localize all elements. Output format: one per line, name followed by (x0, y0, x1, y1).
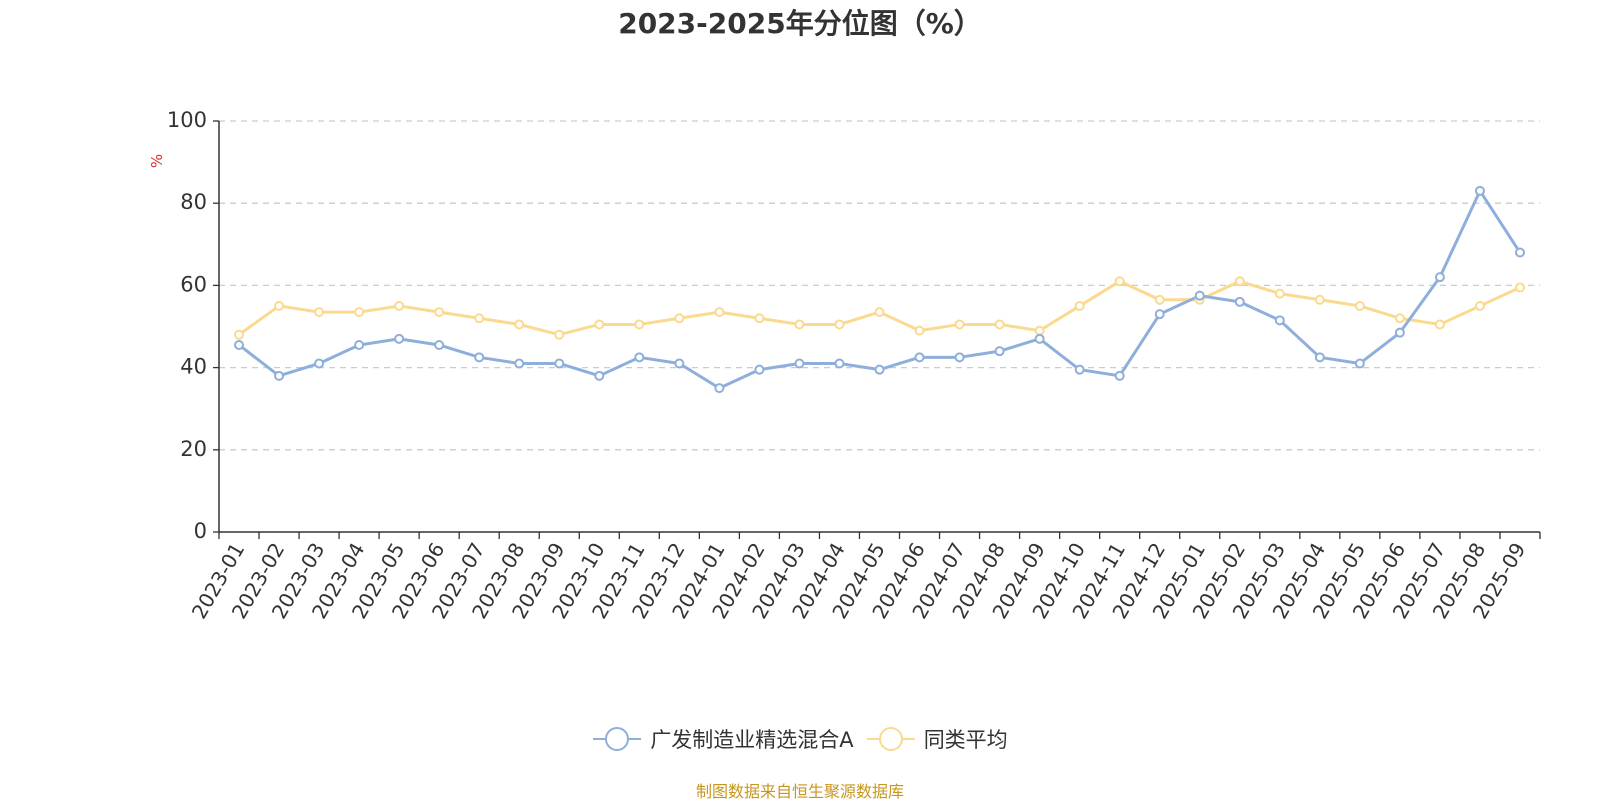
data-point-series-2 (1394, 313, 1405, 324)
data-point-series-2 (1474, 300, 1485, 311)
data-point-series-2 (834, 319, 845, 330)
data-point-series-1 (594, 370, 605, 381)
y-tick-label: 80 (180, 190, 207, 214)
y-tick-label: 0 (194, 519, 207, 543)
data-point-series-1 (954, 352, 965, 363)
y-tick-label: 40 (180, 355, 207, 379)
data-point-series-1 (474, 352, 485, 363)
data-point-series-1 (634, 352, 645, 363)
data-point-series-1 (1034, 333, 1045, 344)
data-point-series-2 (274, 300, 285, 311)
data-point-series-1 (274, 370, 285, 381)
legend-marker-icon (866, 727, 915, 751)
data-point-series-2 (354, 307, 365, 318)
data-point-series-2 (1074, 300, 1085, 311)
data-point-series-1 (1394, 327, 1405, 338)
data-point-series-2 (1234, 276, 1245, 287)
data-point-series-2 (1354, 300, 1365, 311)
y-tick-label: 60 (180, 272, 207, 296)
y-axis-label: % (148, 154, 166, 168)
data-point-series-1 (314, 358, 325, 369)
data-point-series-2 (474, 313, 485, 324)
data-point-series-1 (1474, 185, 1485, 196)
data-point-series-1 (754, 364, 765, 375)
data-point-series-2 (514, 319, 525, 330)
data-point-series-1 (1234, 296, 1245, 307)
data-point-series-2 (754, 313, 765, 324)
data-point-series-1 (1434, 272, 1445, 283)
data-point-series-2 (1434, 319, 1445, 330)
legend-circle (605, 727, 630, 751)
data-point-series-1 (1514, 247, 1525, 258)
data-point-series-2 (954, 319, 965, 330)
data-point-series-2 (1274, 288, 1285, 299)
data-point-series-1 (514, 358, 525, 369)
legend-label: 同类平均 (923, 728, 1008, 752)
data-point-series-2 (434, 307, 445, 318)
y-tick-label: 20 (180, 437, 207, 461)
data-point-series-2 (394, 300, 405, 311)
data-point-series-2 (674, 313, 685, 324)
data-point-series-2 (914, 325, 925, 336)
data-point-series-2 (634, 319, 645, 330)
data-point-series-2 (234, 329, 245, 340)
data-point-series-1 (834, 358, 845, 369)
source-note: 制图数据来自恒生聚源数据库 (695, 782, 904, 801)
data-point-series-2 (874, 307, 885, 318)
data-point-series-1 (714, 383, 725, 394)
legend: 广发制造业精选混合A 同类平均 (0, 722, 1600, 756)
data-point-series-2 (794, 319, 805, 330)
data-point-series-2 (1514, 282, 1525, 293)
data-point-series-1 (1074, 364, 1085, 375)
data-point-series-1 (234, 339, 245, 350)
data-point-series-2 (1034, 325, 1045, 336)
legend-item-1[interactable]: 广发制造业精选混合A (592, 724, 854, 754)
data-point-series-1 (1354, 358, 1365, 369)
data-point-series-1 (354, 339, 365, 350)
chart-title: 2023-2025年分位图（%） (618, 7, 982, 40)
data-point-series-2 (1114, 276, 1125, 287)
data-point-series-2 (1154, 294, 1165, 305)
data-point-series-2 (314, 307, 325, 318)
data-point-series-1 (1194, 290, 1205, 301)
data-point-series-1 (914, 352, 925, 363)
data-point-series-1 (1154, 309, 1165, 320)
data-point-series-2 (994, 319, 1005, 330)
y-tick-label: 100 (167, 108, 207, 132)
data-point-series-2 (714, 307, 725, 318)
data-point-series-2 (594, 319, 605, 330)
data-point-series-1 (874, 364, 885, 375)
data-point-series-1 (1314, 352, 1325, 363)
legend-item-2[interactable]: 同类平均 (866, 724, 1008, 754)
legend-marker-icon (593, 727, 642, 751)
series-line-1 (237, 189, 1522, 390)
data-point-series-1 (394, 333, 405, 344)
data-point-series-2 (554, 329, 565, 340)
data-point-series-1 (434, 339, 445, 350)
data-point-series-1 (554, 358, 565, 369)
data-point-series-1 (994, 346, 1005, 357)
data-point-series-1 (794, 358, 805, 369)
data-point-series-1 (1114, 370, 1125, 381)
legend-circle (878, 727, 903, 751)
legend-label: 广发制造业精选混合A (650, 728, 854, 752)
data-point-series-1 (674, 358, 685, 369)
data-point-series-1 (1274, 315, 1285, 326)
data-point-series-2 (1314, 294, 1325, 305)
